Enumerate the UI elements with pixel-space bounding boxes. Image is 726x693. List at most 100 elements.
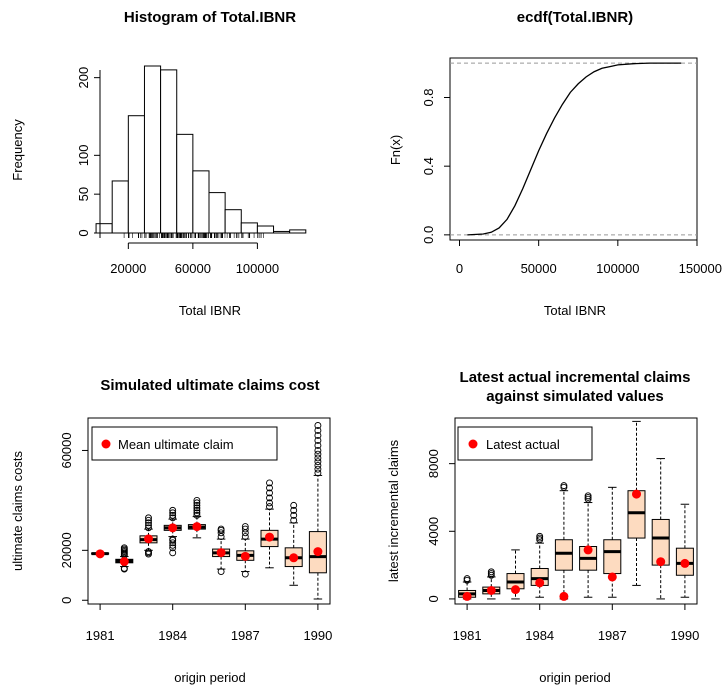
- mean-point: [289, 553, 299, 563]
- histogram-title: Histogram of Total.IBNR: [124, 9, 296, 26]
- outlier-point: [241, 525, 249, 533]
- outlier-point: [169, 539, 177, 547]
- outlier-point: [314, 465, 322, 473]
- mean-point: [511, 585, 520, 595]
- y-tick-label: 50: [76, 187, 91, 201]
- histogram-bar: [208, 192, 226, 234]
- latest-incremental-panel: Latest actual incremental claims against…: [386, 369, 699, 685]
- latest-y-ticks: 0 4000 8000: [426, 449, 455, 603]
- outlier-point: [241, 523, 249, 531]
- latest-x-label: origin period: [539, 670, 611, 685]
- ultimate-claims-x-ticks: 1981 1984 1987 1990: [86, 604, 332, 643]
- ultimate-claims-legend: Mean ultimate claim: [91, 426, 278, 461]
- ecdf-x-ticks: 0 50000 100000 150000: [456, 240, 722, 276]
- outlier-point: [169, 509, 177, 517]
- x-tick-label: 1981: [453, 628, 482, 643]
- histogram-bar: [95, 223, 113, 234]
- outlier-point: [120, 544, 128, 552]
- mean-point: [535, 578, 545, 588]
- x-tick-label: 150000: [679, 261, 722, 276]
- outlier-point: [314, 447, 322, 454]
- mean-point: [462, 591, 472, 601]
- x-tick-label: 50000: [521, 261, 557, 276]
- outlier-point: [169, 511, 177, 519]
- mean-point: [656, 557, 666, 567]
- latest-plot-frame: [454, 417, 698, 605]
- histogram-bar: [240, 222, 258, 234]
- outlier-point: [314, 432, 322, 439]
- latest-actual-points: [462, 489, 690, 601]
- y-tick-label: 0: [76, 229, 91, 236]
- outlier-point: [217, 525, 225, 533]
- outlier-point: [193, 501, 201, 509]
- outlier-point: [169, 514, 177, 522]
- outlier-point: [266, 503, 273, 511]
- histogram-bar: [111, 180, 129, 234]
- ultimate-claims-y-label: ultimate claims costs: [10, 451, 25, 571]
- legend-box: [91, 426, 278, 461]
- x-tick-label: 1990: [670, 628, 699, 643]
- mean-point: [168, 523, 178, 533]
- histogram-bar: [143, 65, 162, 234]
- outlier-point: [290, 516, 298, 524]
- outlier-point: [241, 570, 249, 578]
- ultimate-claims-x-label: origin period: [174, 670, 246, 685]
- ultimate-claims-means: [95, 522, 323, 567]
- x-tick-label: 1987: [231, 628, 260, 643]
- ultimate-claims-y-ticks: 0 20000 60000: [59, 432, 88, 604]
- outlier-point: [266, 494, 273, 502]
- outlier-point: [487, 568, 495, 576]
- ecdf-curve: [467, 62, 682, 236]
- outlier-point: [169, 544, 177, 552]
- ultimate-claims-title: Simulated ultimate claims cost: [100, 377, 319, 394]
- latest-x-ticks: 1981 1984 1987 1990: [453, 604, 699, 643]
- y-tick-label: 0.4: [421, 157, 436, 175]
- ultimate-claims-panel: Simulated ultimate claims cost Mean ulti…: [10, 377, 332, 685]
- y-tick-label: 0.0: [421, 226, 436, 244]
- latest-legend: Latest actual: [457, 426, 593, 461]
- outlier-point: [266, 499, 273, 507]
- mean-point: [607, 572, 617, 582]
- outlier-point: [193, 504, 201, 512]
- mean-point: [313, 547, 323, 557]
- outlier-point: [217, 529, 225, 537]
- ecdf-plot-frame: [449, 57, 698, 241]
- outlier-point: [584, 492, 592, 500]
- x-tick-label: 100000: [236, 261, 279, 276]
- x-tick-label: 1984: [525, 628, 554, 643]
- latest-y-label: latest incremental claims: [386, 439, 401, 582]
- x-tick-label: 20000: [110, 261, 146, 276]
- outlier-point: [193, 506, 201, 514]
- outlier-point: [193, 511, 201, 519]
- mean-point: [95, 549, 105, 559]
- ecdf-y-label: Fn(x): [388, 135, 403, 165]
- latest-title-line-2: against simulated values: [486, 388, 664, 405]
- mean-point: [265, 532, 274, 542]
- outlier-point: [314, 469, 322, 477]
- legend-label: Mean ultimate claim: [118, 437, 234, 452]
- outlier-point: [314, 450, 322, 458]
- ecdf-y-ticks: 0.0 0.4 0.8: [421, 88, 450, 244]
- legend-box: [457, 426, 593, 461]
- histogram-bar: [256, 225, 275, 234]
- mean-point: [486, 585, 496, 595]
- outlier-point: [169, 506, 177, 514]
- outlier-point: [266, 479, 273, 487]
- outlier-point: [169, 549, 177, 557]
- histogram-y-label: Frequency: [10, 119, 25, 181]
- outlier-point: [290, 506, 298, 514]
- outlier-point: [266, 484, 273, 492]
- y-tick-label: 100: [76, 144, 91, 166]
- histogram-bar: [289, 229, 307, 234]
- outlier-point: [145, 548, 152, 556]
- mean-point: [216, 548, 226, 558]
- histogram-bar: [192, 170, 210, 234]
- ecdf-panel: ecdf(Total.IBNR) 0.0 0.4 0.8 0 50000 100000 1…: [388, 9, 722, 318]
- outlier-point: [314, 427, 322, 434]
- outlier-point: [241, 533, 249, 541]
- histogram-bar: [160, 69, 178, 234]
- x-tick-label: 60000: [175, 261, 211, 276]
- outlier-point: [290, 511, 298, 519]
- y-tick-label: 0.8: [421, 88, 436, 106]
